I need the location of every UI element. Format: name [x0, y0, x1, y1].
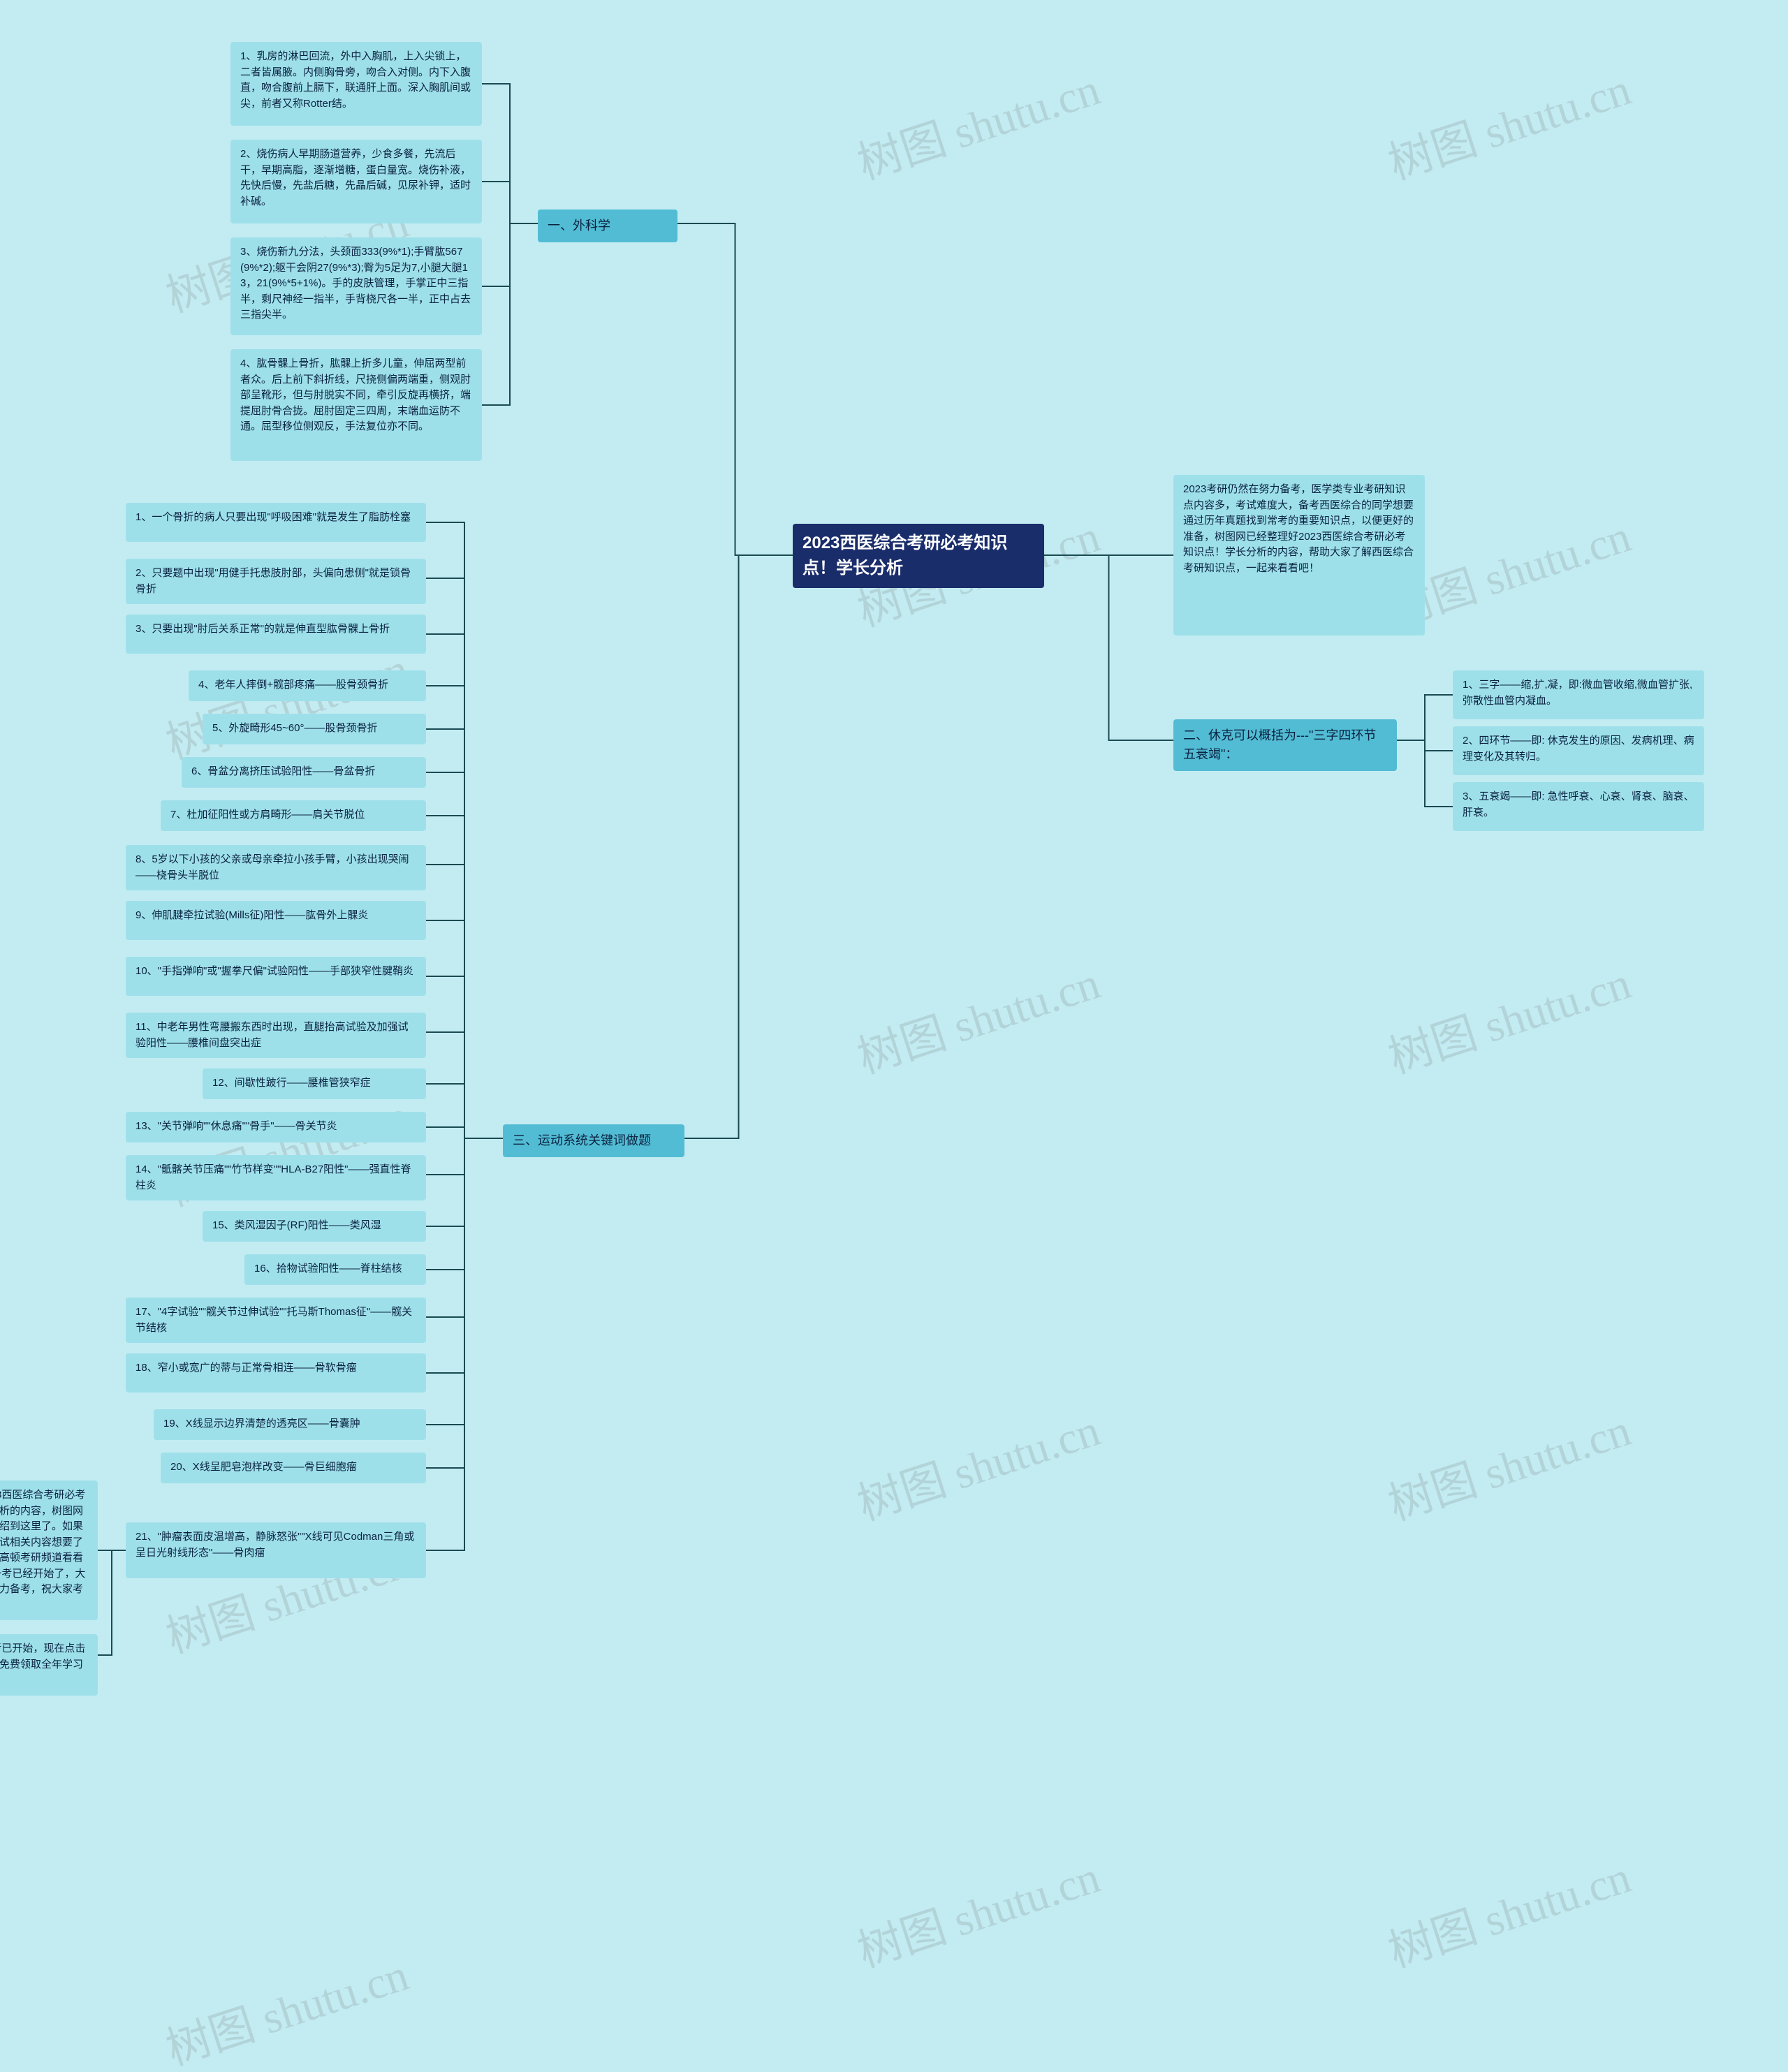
leaf-node: 16、拾物试验阳性——脊柱结核 — [244, 1254, 426, 1285]
leaf-node: 18、窄小或宽广的蒂与正常骨相连——骨软骨瘤 — [126, 1353, 426, 1393]
leaf-node: 7、杜加征阳性或方肩畸形——肩关节脱位 — [161, 800, 426, 831]
leaf-node: 3、只要出现"肘后关系正常"的就是伸直型肱骨髁上骨折 — [126, 615, 426, 654]
leaf-node: 13、"关节弹响""休息痛""骨手"——骨关节炎 — [126, 1112, 426, 1142]
leaf-node: 最后，关于2023西医综合考研必考知识点！学长分析的内容，树图网就给大家简单介绍… — [0, 1480, 98, 1620]
leaf-node: 2、四环节——即: 休克发生的原因、发病机理、病理变化及其转归。 — [1453, 726, 1704, 775]
root-node: 2023西医综合考研必考知识点！学长分析 — [793, 524, 1044, 588]
leaf-node: 3、烧伤新九分法，头颈面333(9%*1);手臂肱567(9%*2);躯干会阴2… — [230, 237, 482, 335]
section-node: 一、外科学 — [538, 210, 677, 242]
leaf-node: 3、五衰竭——即: 急性呼衰、心衰、肾衰、脑衰、肝衰。 — [1453, 782, 1704, 831]
leaf-node: 【2024考研备考已开始，现在点击下方图片，即可免费领取全年学习资料】 — [0, 1634, 98, 1696]
leaf-node: 21、"肿瘤表面皮温增高，静脉怒张""X线可见Codman三角或呈日光射线形态"… — [126, 1522, 426, 1578]
watermark-text: 树图 shutu.cn — [1379, 1842, 1638, 1980]
leaf-node: 1、一个骨折的病人只要出现"呼吸困难"就是发生了脂肪栓塞 — [126, 503, 426, 542]
watermark-text: 树图 shutu.cn — [849, 54, 1107, 192]
section-node: 三、运动系统关键词做题 — [503, 1124, 684, 1157]
leaf-node: 2、只要题中出现"用健手托患肢肘部，头偏向患侧"就是锁骨骨折 — [126, 559, 426, 604]
leaf-node: 5、外旋畸形45~60°——股骨颈骨折 — [203, 714, 426, 744]
leaf-node: 11、中老年男性弯腰搬东西时出现，直腿抬高试验及加强试验阳性——腰椎间盘突出症 — [126, 1013, 426, 1058]
leaf-node: 4、老年人摔倒+髋部疼痛——股骨颈骨折 — [189, 670, 426, 701]
watermark-text: 树图 shutu.cn — [849, 1842, 1107, 1980]
leaf-node: 12、间歇性跛行——腰椎管狭窄症 — [203, 1068, 426, 1099]
leaf-node: 14、"骶髂关节压痛""竹节样变""HLA-B27阳性"——强直性脊柱炎 — [126, 1155, 426, 1200]
leaf-node: 6、骨盆分离挤压试验阳性——骨盆骨折 — [182, 757, 426, 788]
leaf-node: 8、5岁以下小孩的父亲或母亲牵拉小孩手臂，小孩出现哭闹——桡骨头半脱位 — [126, 845, 426, 890]
leaf-node: 9、伸肌腱牵拉试验(Mills征)阳性——肱骨外上髁炎 — [126, 901, 426, 940]
leaf-node: 1、乳房的淋巴回流，外中入胸肌，上入尖锁上，二者皆属腋。内侧胸骨旁，吻合入对侧。… — [230, 42, 482, 126]
watermark-text: 树图 shutu.cn — [1379, 1395, 1638, 1533]
watermark-text: 树图 shutu.cn — [849, 948, 1107, 1086]
watermark-text: 树图 shutu.cn — [1379, 948, 1638, 1086]
mindmap-canvas: 树图 shutu.cn 树图 shutu.cn 树图 shutu.cn 树图 shut… — [0, 0, 1788, 2072]
watermark-text: 树图 shutu.cn — [1379, 54, 1638, 192]
leaf-node: 10、"手指弹响"或"握拳尺偏"试验阳性——手部狭窄性腱鞘炎 — [126, 957, 426, 996]
watermark-text: 树图 shutu.cn — [157, 1939, 416, 2072]
watermark-text: 树图 shutu.cn — [849, 1395, 1107, 1533]
leaf-node: 2023考研仍然在努力备考，医学类专业考研知识点内容多，考试难度大，备考西医综合… — [1173, 475, 1425, 635]
leaf-node: 2、烧伤病人早期肠道营养，少食多餐，先流后干，早期高脂，逐渐增糖，蛋白量宽。烧伤… — [230, 140, 482, 223]
leaf-node: 19、X线显示边界清楚的透亮区——骨囊肿 — [154, 1409, 426, 1440]
leaf-node: 1、三字——缩,扩,凝，即:微血管收缩,微血管扩张,弥散性血管内凝血。 — [1453, 670, 1704, 719]
watermark-text: 树图 shutu.cn — [157, 633, 416, 772]
section-node: 二、休克可以概括为---"三字四环节五衰竭"： — [1173, 719, 1397, 771]
leaf-node: 4、肱骨髁上骨折，肱髁上折多儿童，伸屈两型前者众。后上前下斜折线，尺挠侧偏两端重… — [230, 349, 482, 461]
leaf-node: 17、"4字试验""髋关节过伸试验""托马斯Thomas征"——髋关节结核 — [126, 1298, 426, 1343]
leaf-node: 20、X线呈肥皂泡样改变——骨巨细胞瘤 — [161, 1453, 426, 1483]
leaf-node: 15、类风湿因子(RF)阳性——类风湿 — [203, 1211, 426, 1242]
